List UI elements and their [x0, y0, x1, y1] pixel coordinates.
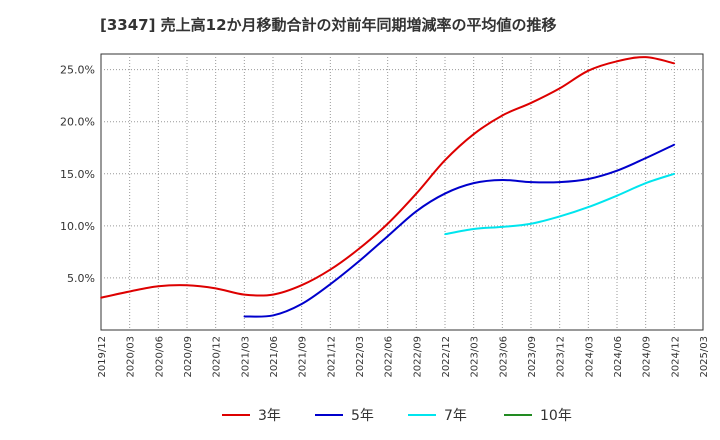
- data-point: [300, 303, 303, 305]
- x-tick-label: 2022/06: [384, 336, 395, 378]
- data-point: [501, 179, 504, 181]
- x-tick-label: 2020/06: [154, 336, 165, 378]
- data-point: [558, 181, 561, 183]
- legend-item: 3年: [222, 402, 281, 428]
- legend-label: 10年: [540, 408, 572, 424]
- legend-item: 10年: [504, 402, 572, 428]
- y-tick-label: 5.0%: [67, 272, 95, 285]
- data-point: [501, 114, 504, 117]
- legend-item: 7年: [408, 402, 467, 428]
- x-tick-label: 2020/03: [126, 336, 137, 378]
- data-point: [644, 182, 647, 184]
- data-point: [587, 206, 590, 208]
- data-point: [243, 315, 246, 318]
- y-tick-label: 15.0%: [60, 168, 95, 181]
- data-point: [444, 192, 446, 195]
- x-tick-label: 2021/09: [298, 336, 309, 378]
- x-tick-label: 2023/06: [498, 336, 509, 378]
- legend: 3年 5年 7年 10年: [0, 402, 720, 428]
- grid: [101, 54, 703, 330]
- data-point: [300, 284, 303, 287]
- x-tick-label: 2024/09: [642, 336, 653, 378]
- x-tick-label: 2023/03: [470, 336, 481, 378]
- legend-label: 7年: [444, 408, 467, 424]
- data-point: [558, 87, 561, 90]
- x-tick-label: 2025/03: [699, 336, 710, 378]
- data-point: [644, 157, 647, 159]
- data-point: [329, 268, 332, 271]
- x-tick-label: 2022/09: [412, 336, 423, 378]
- data-point: [673, 172, 676, 175]
- x-tick-label: 2023/09: [527, 336, 538, 378]
- x-tick-label: 2019/12: [97, 336, 108, 378]
- data-point: [415, 192, 418, 195]
- data-point: [358, 260, 360, 263]
- data-point: [501, 226, 504, 228]
- data-point: [673, 62, 676, 65]
- x-tick-label: 2024/06: [613, 336, 624, 378]
- data-point: [444, 233, 446, 235]
- legend-swatch: [315, 414, 343, 416]
- data-point: [616, 60, 618, 63]
- data-point: [616, 194, 618, 197]
- chart-title: [3347] 売上高12か月移動合計の対前年同期増減率の平均値の推移: [100, 16, 557, 34]
- x-tick-label: 2024/03: [584, 336, 595, 378]
- data-point: [214, 287, 217, 290]
- data-point: [530, 181, 532, 183]
- legend-item: 5年: [315, 402, 374, 428]
- data-point: [644, 56, 647, 58]
- data-point: [272, 293, 274, 296]
- data-point: [128, 290, 131, 293]
- data-point: [472, 133, 475, 135]
- legend-swatch: [408, 414, 436, 416]
- x-tick-label: 2021/03: [240, 336, 251, 378]
- y-axis-ticks: 5.0% 10.0% 15.0% 20.0% 25.0%: [60, 64, 95, 285]
- x-tick-label: 2022/03: [355, 336, 366, 378]
- x-tick-label: 2024/12: [670, 336, 681, 378]
- data-point: [444, 159, 446, 162]
- x-tick-label: 2021/06: [269, 336, 280, 378]
- data-point: [415, 210, 418, 213]
- plot-area: [100, 53, 704, 331]
- data-point: [157, 285, 160, 288]
- data-point: [329, 283, 332, 285]
- data-point: [472, 228, 475, 230]
- x-tick-label: 2021/12: [326, 336, 337, 378]
- data-point: [530, 102, 532, 104]
- legend-swatch: [222, 414, 250, 416]
- series-lines: [100, 56, 676, 318]
- data-point: [243, 293, 246, 296]
- legend-swatch: [504, 414, 532, 416]
- data-point: [530, 222, 532, 225]
- data-point: [616, 169, 618, 172]
- data-point: [673, 143, 676, 146]
- data-point: [386, 222, 389, 225]
- data-point: [100, 296, 102, 299]
- x-axis-ticks: 2019/12 2020/03 2020/06 2020/09 2020/12 2021/…: [97, 336, 710, 378]
- x-tick-label: 2020/09: [183, 336, 194, 378]
- data-point: [587, 178, 590, 180]
- y-tick-label: 20.0%: [60, 116, 95, 129]
- x-tick-label: 2023/12: [556, 336, 567, 378]
- y-tick-label: 10.0%: [60, 220, 95, 233]
- data-point: [358, 247, 360, 250]
- legend-label: 3年: [258, 408, 281, 424]
- data-point: [386, 235, 389, 238]
- x-tick-label: 2020/12: [212, 336, 223, 378]
- y-tick-label: 25.0%: [60, 64, 95, 77]
- data-point: [272, 314, 274, 317]
- legend-label: 5年: [351, 408, 374, 424]
- data-point: [587, 69, 590, 72]
- series-line-1: [244, 143, 675, 318]
- data-point: [472, 182, 475, 184]
- data-point: [186, 284, 188, 287]
- data-point: [558, 215, 561, 218]
- x-tick-label: 2022/12: [441, 336, 452, 378]
